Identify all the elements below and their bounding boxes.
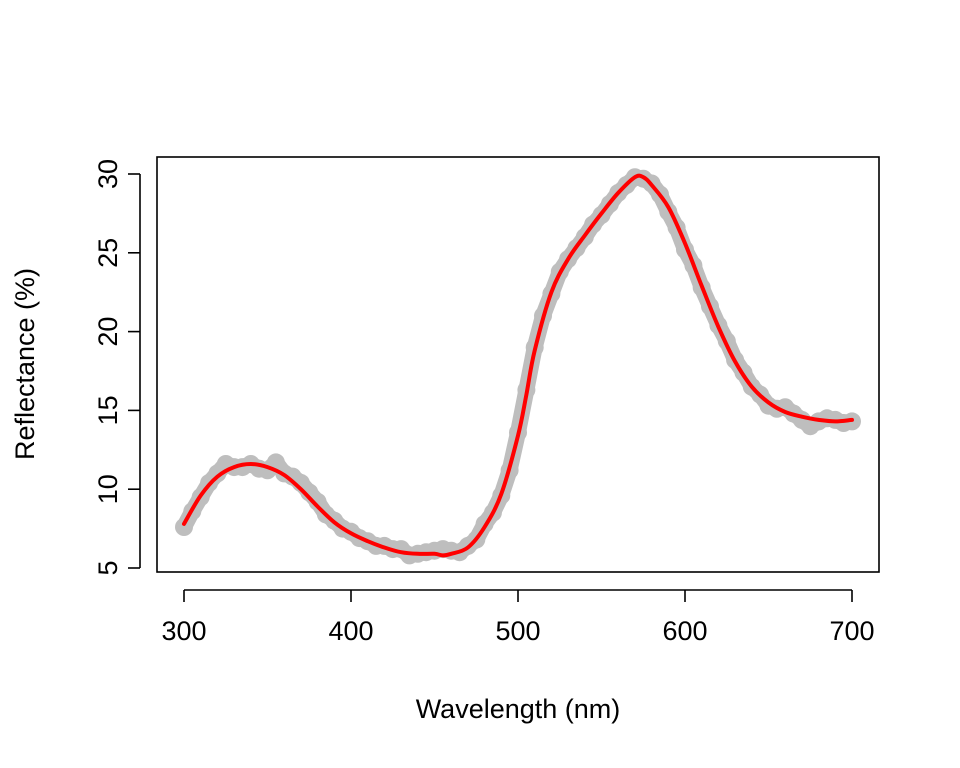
y-axis-label: Reflectance (%) <box>10 268 40 460</box>
x-axis: 300 400 500 600 700 <box>161 589 875 646</box>
y-tick-label: 25 <box>93 238 123 268</box>
raw-data-point <box>175 518 193 536</box>
y-tick-label: 20 <box>93 317 123 347</box>
x-tick-label: 300 <box>161 616 206 646</box>
y-tick-label: 10 <box>93 474 123 504</box>
y-tick-label: 5 <box>93 560 123 575</box>
x-tick-label: 500 <box>495 616 540 646</box>
plot-frame <box>156 156 880 573</box>
smoothed-spectrum-series <box>182 173 854 558</box>
x-tick-label: 700 <box>829 616 874 646</box>
smoothed-line <box>182 173 854 558</box>
y-axis: 5 10 15 20 25 30 <box>93 159 141 576</box>
y-tick-label: 30 <box>93 159 123 189</box>
x-tick-label: 400 <box>328 616 373 646</box>
x-axis-label: Wavelength (nm) <box>416 694 621 724</box>
x-tick-label: 600 <box>662 616 707 646</box>
y-tick-label: 15 <box>93 395 123 425</box>
